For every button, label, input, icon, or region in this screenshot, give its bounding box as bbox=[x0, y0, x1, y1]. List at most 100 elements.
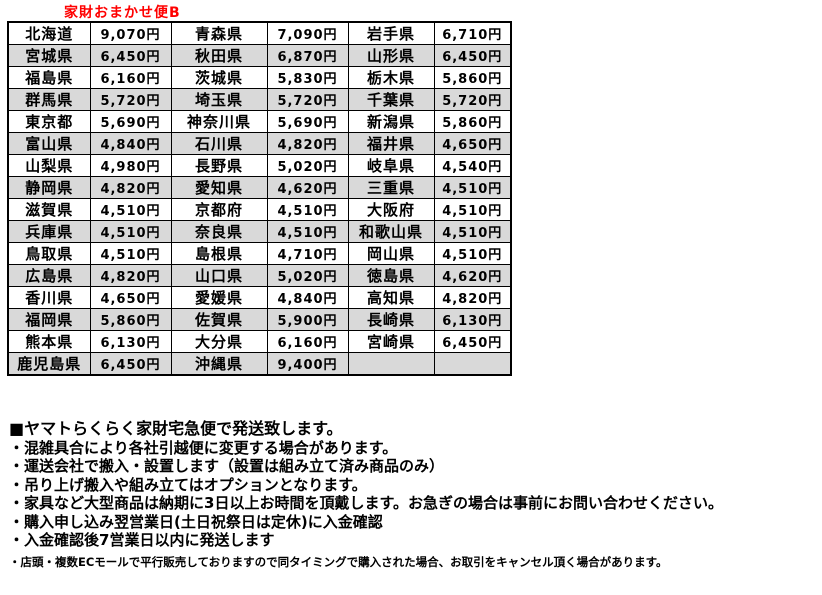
shipping-note-item: ・運送会社で搬入・設置します（設置は組み立て済み商品のみ） bbox=[9, 457, 445, 476]
price-cell: 4,840円 bbox=[266, 286, 349, 309]
price-cell: 4,510円 bbox=[89, 220, 172, 243]
price-cell: 4,510円 bbox=[89, 198, 172, 221]
price-cell bbox=[433, 352, 512, 376]
prefecture-cell: 福井県 bbox=[347, 132, 435, 155]
table-row: 福島県 6,160円 茨城県 5,830円 栃木県 5,860円 bbox=[7, 66, 512, 89]
prefecture-cell: 岐阜県 bbox=[347, 154, 435, 177]
price-cell: 5,020円 bbox=[266, 154, 349, 177]
shipping-note-item: ・入金確認後7営業日以内に発送します bbox=[9, 531, 275, 550]
price-cell: 6,130円 bbox=[433, 308, 512, 331]
prefecture-cell: 鳥取県 bbox=[7, 242, 91, 265]
price-cell: 4,820円 bbox=[89, 176, 172, 199]
price-cell: 6,450円 bbox=[89, 44, 172, 67]
price-cell: 5,860円 bbox=[433, 110, 512, 133]
prefecture-cell: 宮崎県 bbox=[347, 330, 435, 353]
shipping-fee-table: 北海道 9,070円 青森県 7,090円 岩手県 6,710円 宮城県 6,450円 秋田県 6… bbox=[7, 21, 512, 376]
price-cell: 5,020円 bbox=[266, 264, 349, 287]
table-row: 北海道 9,070円 青森県 7,090円 岩手県 6,710円 bbox=[7, 21, 512, 45]
prefecture-cell: 和歌山県 bbox=[347, 220, 435, 243]
prefecture-cell: 青森県 bbox=[170, 21, 268, 45]
price-cell: 4,510円 bbox=[266, 220, 349, 243]
price-cell: 4,510円 bbox=[89, 242, 172, 265]
price-cell: 5,690円 bbox=[266, 110, 349, 133]
prefecture-cell: 山形県 bbox=[347, 44, 435, 67]
prefecture-cell: 大分県 bbox=[170, 330, 268, 353]
prefecture-cell: 熊本県 bbox=[7, 330, 91, 353]
prefecture-cell: 長野県 bbox=[170, 154, 268, 177]
price-cell: 6,450円 bbox=[89, 352, 172, 376]
price-cell: 6,450円 bbox=[433, 44, 512, 67]
prefecture-cell: 宮城県 bbox=[7, 44, 91, 67]
table-row: 福岡県 5,860円 佐賀県 5,900円 長崎県 6,130円 bbox=[7, 308, 512, 331]
price-cell: 4,710円 bbox=[266, 242, 349, 265]
table-row: 滋賀県 4,510円 京都府 4,510円 大阪府 4,510円 bbox=[7, 198, 512, 221]
table-row: 香川県 4,650円 愛媛県 4,840円 高知県 4,820円 bbox=[7, 286, 512, 309]
table-row: 鹿児島県 6,450円 沖縄県 9,400円 bbox=[7, 352, 512, 376]
prefecture-cell: 静岡県 bbox=[7, 176, 91, 199]
table-row: 富山県 4,840円 石川県 4,820円 福井県 4,650円 bbox=[7, 132, 512, 155]
prefecture-cell: 山口県 bbox=[170, 264, 268, 287]
price-cell: 6,160円 bbox=[89, 66, 172, 89]
prefecture-cell: 三重県 bbox=[347, 176, 435, 199]
table-row: 熊本県 6,130円 大分県 6,160円 宮崎県 6,450円 bbox=[7, 330, 512, 353]
prefecture-cell: 沖縄県 bbox=[170, 352, 268, 376]
prefecture-cell: 香川県 bbox=[7, 286, 91, 309]
price-cell: 6,450円 bbox=[433, 330, 512, 353]
price-cell: 4,650円 bbox=[89, 286, 172, 309]
prefecture-cell: 兵庫県 bbox=[7, 220, 91, 243]
price-cell: 6,160円 bbox=[266, 330, 349, 353]
price-cell: 5,860円 bbox=[89, 308, 172, 331]
cancellation-disclaimer: ・店頭・複数ECモールで平行販売しておりますので同タイミングで購入された場合、お… bbox=[9, 555, 668, 569]
shipping-notes-list: ・混雑具合により各社引越便に変更する場合があります。 ・運送会社で搬入・設置しま… bbox=[9, 439, 723, 549]
price-cell: 4,650円 bbox=[433, 132, 512, 155]
prefecture-cell: 福島県 bbox=[7, 66, 91, 89]
prefecture-cell bbox=[347, 352, 435, 376]
prefecture-cell: 埼玉県 bbox=[170, 88, 268, 111]
table-row: 静岡県 4,820円 愛知県 4,620円 三重県 4,510円 bbox=[7, 176, 512, 199]
price-cell: 4,820円 bbox=[266, 132, 349, 155]
price-cell: 6,870円 bbox=[266, 44, 349, 67]
price-cell: 5,830円 bbox=[266, 66, 349, 89]
table-row: 広島県 4,820円 山口県 5,020円 徳島県 4,620円 bbox=[7, 264, 512, 287]
price-cell: 9,070円 bbox=[89, 21, 172, 45]
shipping-fee-table-body: 北海道 9,070円 青森県 7,090円 岩手県 6,710円 宮城県 6,450円 秋田県 6… bbox=[7, 21, 512, 376]
prefecture-cell: 愛媛県 bbox=[170, 286, 268, 309]
prefecture-cell: 群馬県 bbox=[7, 88, 91, 111]
prefecture-cell: 東京都 bbox=[7, 110, 91, 133]
price-cell: 4,510円 bbox=[433, 220, 512, 243]
price-cell: 5,720円 bbox=[266, 88, 349, 111]
prefecture-cell: 北海道 bbox=[7, 21, 91, 45]
prefecture-cell: 鹿児島県 bbox=[7, 352, 91, 376]
price-cell: 5,720円 bbox=[433, 88, 512, 111]
table-row: 兵庫県 4,510円 奈良県 4,510円 和歌山県 4,510円 bbox=[7, 220, 512, 243]
table-row: 群馬県 5,720円 埼玉県 5,720円 千葉県 5,720円 bbox=[7, 88, 512, 111]
table-row: 鳥取県 4,510円 島根県 4,710円 岡山県 4,510円 bbox=[7, 242, 512, 265]
prefecture-cell: 山梨県 bbox=[7, 154, 91, 177]
prefecture-cell: 京都府 bbox=[170, 198, 268, 221]
prefecture-cell: 富山県 bbox=[7, 132, 91, 155]
price-cell: 4,510円 bbox=[433, 198, 512, 221]
price-cell: 4,820円 bbox=[89, 264, 172, 287]
prefecture-cell: 石川県 bbox=[170, 132, 268, 155]
prefecture-cell: 岡山県 bbox=[347, 242, 435, 265]
price-cell: 4,510円 bbox=[266, 198, 349, 221]
price-cell: 6,130円 bbox=[89, 330, 172, 353]
prefecture-cell: 新潟県 bbox=[347, 110, 435, 133]
prefecture-cell: 岩手県 bbox=[347, 21, 435, 45]
shipping-note-item: ・混雑具合により各社引越便に変更する場合があります。 bbox=[9, 439, 398, 457]
prefecture-cell: 大阪府 bbox=[347, 198, 435, 221]
prefecture-cell: 長崎県 bbox=[347, 308, 435, 331]
prefecture-cell: 千葉県 bbox=[347, 88, 435, 111]
price-cell: 7,090円 bbox=[266, 21, 349, 45]
prefecture-cell: 滋賀県 bbox=[7, 198, 91, 221]
price-cell: 5,860円 bbox=[433, 66, 512, 89]
prefecture-cell: 佐賀県 bbox=[170, 308, 268, 331]
table-row: 山梨県 4,980円 長野県 5,020円 岐阜県 4,540円 bbox=[7, 154, 512, 177]
table-row: 東京都 5,690円 神奈川県 5,690円 新潟県 5,860円 bbox=[7, 110, 512, 133]
prefecture-cell: 広島県 bbox=[7, 264, 91, 287]
shipping-note-item: ・購入申し込み翌営業日(土日祝祭日は定休)に入金確認 bbox=[9, 512, 383, 531]
price-cell: 4,510円 bbox=[433, 176, 512, 199]
shipping-note-item: ・家具など大型商品は納期に3日以上お時間を頂戴します。お急ぎの場合は事前にお問い… bbox=[9, 494, 723, 513]
prefecture-cell: 栃木県 bbox=[347, 66, 435, 89]
